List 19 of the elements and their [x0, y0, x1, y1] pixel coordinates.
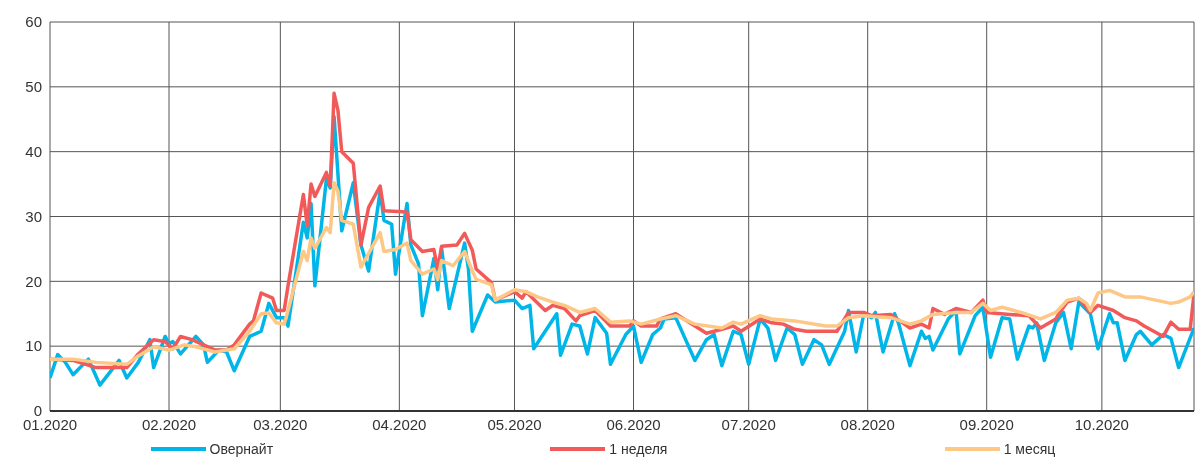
x-tick-label: 07.2020 [721, 415, 776, 433]
legend-label: Овернайт [209, 441, 274, 457]
x-tick-label: 08.2020 [840, 415, 895, 433]
y-tick-label: 50 [25, 78, 42, 96]
x-tick-label: 03.2020 [253, 415, 308, 433]
x-tick-label: 10.2020 [1074, 415, 1129, 433]
legend-label: 1 месяц [1003, 441, 1056, 457]
legend-label: 1 неделя [609, 441, 668, 457]
x-tick-label: 09.2020 [959, 415, 1014, 433]
x-tick-label: 05.2020 [487, 415, 542, 433]
y-tick-label: 20 [25, 272, 42, 290]
y-tick-label: 60 [25, 13, 42, 31]
y-tick-label: 40 [25, 142, 42, 160]
y-tick-label: 30 [25, 207, 42, 225]
y-tick-label: 10 [25, 337, 42, 355]
line-series [50, 181, 1194, 367]
x-tick-label: 02.2020 [141, 415, 197, 433]
x-tick-label: 06.2020 [606, 415, 661, 433]
x-tick-label: 04.2020 [372, 415, 427, 433]
